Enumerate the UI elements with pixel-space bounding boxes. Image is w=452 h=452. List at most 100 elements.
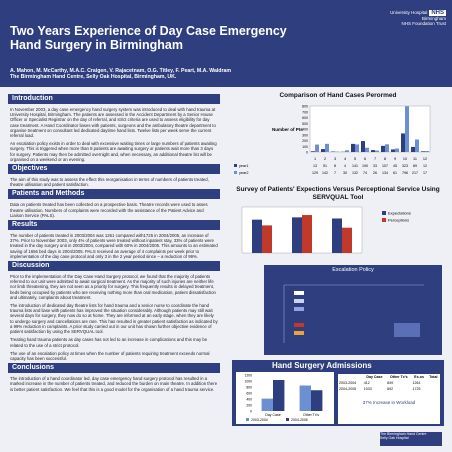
- escalation-step: [294, 299, 304, 303]
- table-cell: 692: [387, 387, 394, 391]
- discussion-heading: Discussion: [8, 261, 220, 272]
- plot-area: [309, 105, 431, 153]
- bar: [351, 143, 355, 152]
- discussion-paragraph-1: Prior to the implementation of the Day C…: [10, 274, 216, 300]
- legend-label: 2004-2005: [291, 418, 308, 422]
- table-header-row: Day Case Other Tx's Ex-os Total: [338, 374, 440, 380]
- legend-label: Expectations: [388, 211, 411, 216]
- conclusions-heading: Conclusions: [8, 363, 220, 374]
- bar: [355, 144, 359, 152]
- admissions-table-grid: Day Case Other Tx's Ex-os Total 2003-200…: [338, 374, 440, 392]
- bar: [415, 139, 419, 152]
- x-tick-label: 5: [354, 157, 356, 161]
- table-row: 2003-2004 412 849 1261: [338, 380, 440, 386]
- legend-label: year1: [239, 164, 249, 168]
- bar: [411, 146, 415, 152]
- results-paragraph: The number of patients treated in 2003/2…: [10, 233, 218, 259]
- legend-swatch: [246, 418, 249, 421]
- admissions-chart: 1200 1000 800 600 400 200 0 2003-2004 2004-2005 D…: [236, 372, 334, 424]
- bar: [391, 149, 395, 152]
- bar: [361, 141, 365, 152]
- data-label: 141: [352, 164, 358, 168]
- data-label: 89: [413, 164, 417, 168]
- data-label: 134: [382, 171, 388, 175]
- table-row: 2004-2005 1033 692 1725: [338, 386, 440, 392]
- data-label: 796: [402, 171, 408, 175]
- y-tick-label: 400: [246, 398, 252, 402]
- bar: [395, 148, 399, 152]
- logo-line-1: University Hospital: [390, 10, 428, 15]
- data-label: 30: [343, 171, 347, 175]
- discussion-paragraph-2: The introduction of dedicated day theatr…: [10, 303, 218, 335]
- data-label: 45: [393, 164, 397, 168]
- y-tick-label: 0: [306, 151, 308, 155]
- table-cell: 412: [363, 381, 370, 385]
- y-tick-label: 800: [302, 105, 308, 109]
- discussion-paragraph-4: The use of an escalation policy at times…: [10, 350, 210, 361]
- affiliation: The Birmingham Hand Centre, Selly Oak Ho…: [10, 74, 177, 81]
- y-tick-label: 100: [302, 145, 308, 149]
- discussion-paragraph-3: Treating hand trauma patients as day cas…: [10, 337, 208, 348]
- nhs-badge: NHS: [429, 10, 446, 16]
- table-cell: 2003-2004: [339, 381, 357, 385]
- table-header: Day Case: [366, 375, 383, 379]
- table-cell: 1033: [363, 387, 372, 391]
- bar: [375, 150, 379, 152]
- methods-heading: Patients and Methods: [8, 189, 220, 200]
- x-tick-label: 3: [334, 157, 336, 161]
- legend-swatch: [234, 164, 237, 167]
- y-tick-label: 200: [246, 404, 252, 408]
- workload-note: 37% Increase in Workload: [362, 400, 416, 405]
- data-label: 4: [344, 164, 346, 168]
- objectives-paragraph: The aim of this study was to assess the …: [10, 177, 209, 188]
- x-tick-label: Other Tx's: [303, 413, 319, 417]
- author-block: A. Mahon, M. McCarthy, M.A.C. Craigen, V…: [10, 68, 440, 81]
- bar: [421, 151, 425, 152]
- bar: [321, 149, 325, 152]
- introduction-paragraph-2: An escalation policy exists in order to …: [10, 141, 217, 162]
- y-tick-label: 700: [302, 110, 308, 114]
- data-label: 8: [334, 164, 336, 168]
- bar: [342, 227, 352, 253]
- legend-label: year2: [239, 171, 249, 175]
- bar: [252, 219, 262, 253]
- bar: [273, 380, 285, 411]
- x-tick-label: 10: [403, 157, 407, 161]
- x-tick-label: 11: [413, 157, 417, 161]
- bar: [302, 215, 312, 253]
- x-tick-label: 6: [364, 157, 366, 161]
- x-tick-label: 4: [344, 157, 346, 161]
- title-line-1: Two Years Experience of Day Case Emergen…: [10, 24, 287, 38]
- bar: [311, 151, 315, 152]
- y-tick-label: 600: [302, 116, 308, 120]
- admissions-table: Day Case Other Tx's Ex-os Total 2003-200…: [338, 374, 440, 424]
- conclusions-paragraph: The introduction of a hand coordinator l…: [10, 376, 218, 392]
- data-label: 217: [412, 171, 418, 175]
- x-tick-label: 8: [384, 157, 386, 161]
- y-tick-label: 1000: [244, 380, 252, 384]
- data-label: 132: [352, 171, 358, 175]
- table-cell: [427, 386, 440, 392]
- bar: [345, 150, 349, 152]
- data-label: 26: [373, 171, 377, 175]
- data-label: 190: [362, 164, 368, 168]
- y-tick-label: 800: [246, 386, 252, 390]
- data-label: 74: [363, 171, 367, 175]
- escalation-step: [294, 331, 304, 335]
- authors: A. Mahon, M. McCarthy, M.A.C. Craigen, V…: [10, 68, 231, 74]
- servqual-chart: Expectations Perceptions: [241, 206, 411, 254]
- legend-swatch: [234, 171, 237, 174]
- escalation-policy-panel: Escalation Policy: [264, 265, 442, 355]
- bar: [311, 390, 323, 411]
- table-cell: 1725: [412, 387, 421, 391]
- data-label: 17: [423, 171, 427, 175]
- bar: [292, 217, 302, 253]
- y-tick-label: 0: [250, 410, 252, 414]
- bar: [262, 225, 272, 253]
- data-label: 129: [312, 171, 318, 175]
- bar: [405, 106, 409, 152]
- legend-swatch: [382, 218, 386, 222]
- data-label: 13: [313, 164, 317, 168]
- poster-title: Two Years Experience of Day Case Emergen…: [10, 24, 340, 52]
